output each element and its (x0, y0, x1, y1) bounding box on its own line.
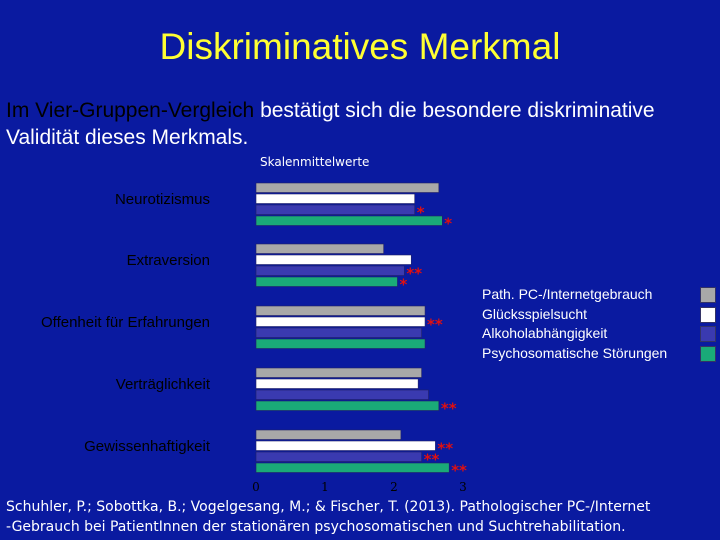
legend-swatch (700, 345, 716, 362)
significance-marker: ** (451, 462, 467, 480)
bar (255, 316, 426, 327)
bar (255, 243, 384, 254)
bar (255, 440, 436, 451)
bar (255, 215, 443, 226)
x-tick-label: 3 (459, 480, 467, 494)
bar (255, 204, 415, 215)
x-tick-label: 1 (321, 480, 329, 494)
bar (255, 254, 412, 265)
bar (255, 305, 426, 316)
category-label: Offenheit für Erfahrungen (41, 314, 210, 331)
legend-swatch (700, 326, 716, 342)
bar (255, 338, 426, 349)
citation-line-1: Schuhler, P.; Sobottka, B.; Vogelgesang,… (6, 499, 651, 515)
legend-item: Psychosomatische Störungen (474, 343, 720, 362)
significance-marker: * (444, 215, 452, 233)
bar (255, 367, 422, 378)
significance-marker: * (417, 204, 425, 222)
legend-item: Alkoholabhängigkeit (474, 323, 720, 342)
legend-item: Glücksspielsucht (474, 304, 720, 323)
legend-label: Path. PC-/Internetgebrauch (482, 286, 653, 302)
significance-marker: ** (437, 440, 453, 458)
significance-marker: ** (441, 400, 457, 418)
bar (255, 276, 398, 287)
legend-swatch (700, 287, 716, 303)
significance-marker: * (399, 276, 407, 294)
significance-marker: ** (406, 265, 422, 283)
bar (255, 327, 422, 338)
legend-label: Psychosomatische Störungen (482, 344, 668, 361)
chart-title: Skalenmittelwerte (260, 155, 370, 169)
bar (255, 400, 440, 411)
bar (255, 429, 402, 440)
category-label: Extraversion (127, 252, 210, 269)
legend-item: Path. PC-/Internetgebrauch (474, 284, 720, 303)
category-label: Neurotizismus (115, 191, 210, 208)
x-tick-label: 2 (390, 480, 398, 494)
citation-line-2: -Gebrauch bei PatientInnen der stationär… (6, 519, 626, 535)
bar (255, 182, 440, 193)
subtitle-rest: bestätigt sich die besondere diskriminat… (6, 99, 655, 149)
bar-chart: Neurotizismus**Extraversion***Offenheit … (41, 182, 467, 494)
subtitle-highlight: Im Vier-Gruppen-Vergleich (6, 99, 255, 122)
bar (255, 378, 419, 389)
legend-label: Alkoholabhängigkeit (482, 325, 608, 341)
slide-subtitle: Im Vier-Gruppen-Vergleich bestätigt sich… (6, 97, 706, 151)
significance-marker: ** (427, 316, 443, 334)
bar (255, 265, 405, 276)
chart-legend: Path. PC-/Internetgebrauch Glücksspielsuc… (474, 282, 720, 366)
legend-label: Glücksspielsucht (482, 305, 588, 322)
x-tick-label: 0 (252, 480, 260, 494)
citation: Schuhler, P.; Sobottka, B.; Vogelgesang,… (6, 497, 720, 537)
bar (255, 462, 450, 473)
legend-swatch (700, 306, 716, 323)
bar (255, 451, 422, 462)
category-label: Gewissenhaftigkeit (84, 438, 211, 455)
bar (255, 193, 415, 204)
category-label: Verträglichkeit (116, 376, 211, 393)
slide-title: Diskriminatives Merkmal (159, 26, 561, 67)
bar (255, 389, 429, 400)
